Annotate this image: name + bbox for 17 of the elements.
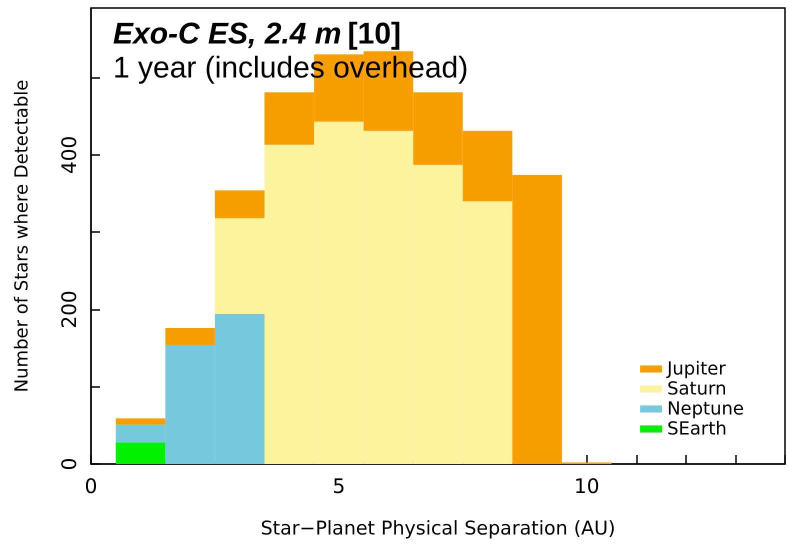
bar	[214, 190, 264, 218]
y-tick-label: 200	[57, 290, 81, 329]
y-tick-label: 400	[57, 136, 81, 174]
y-axis-title: Number of Stars where Detectable	[12, 80, 32, 392]
legend-label: Saturn	[667, 378, 727, 400]
x-tick-label: 5	[332, 474, 346, 498]
chart-title: Exo-C ES, 2.4 m [10]	[113, 18, 402, 50]
legend-label: SEarth	[667, 418, 727, 440]
bar	[116, 442, 166, 464]
legend-label: Jupiter	[666, 358, 726, 380]
x-tick-label: 0	[84, 474, 98, 498]
bar	[116, 418, 166, 425]
y-tick-label: 0	[57, 458, 81, 470]
bar	[165, 328, 215, 345]
x-axis-title: Star−Planet Physical Separation (AU)	[260, 518, 616, 540]
x-tick-label: 10	[574, 474, 600, 498]
legend-label: Neptune	[667, 398, 744, 420]
